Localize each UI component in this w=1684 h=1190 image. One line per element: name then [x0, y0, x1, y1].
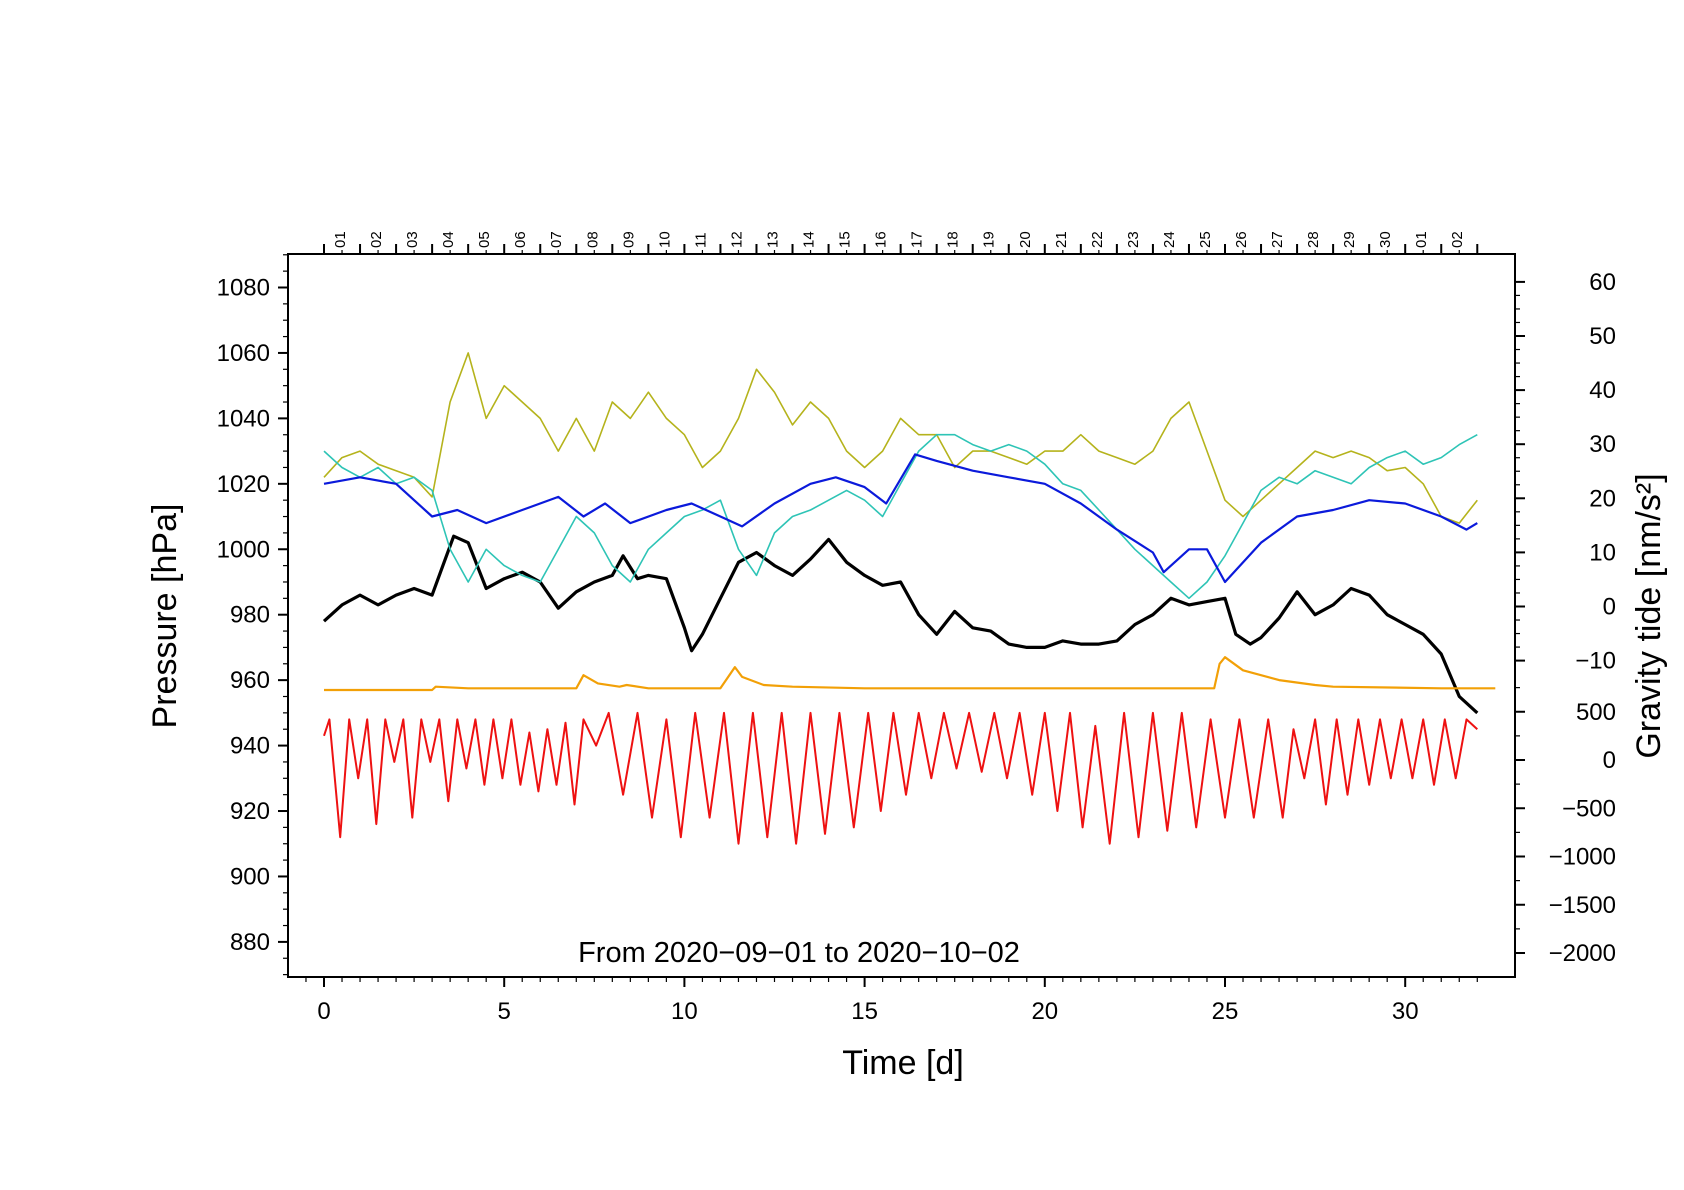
y-right-lower-tick-label: −1000 [1549, 844, 1616, 871]
top-day-label: 27 [1269, 231, 1286, 248]
top-day-label: 14 [801, 231, 818, 248]
y-left-tick-label: 1040 [217, 405, 270, 432]
y-right-lower-tick-label: −1500 [1549, 892, 1616, 919]
y-right-upper-tick-label: −10 [1575, 648, 1616, 675]
top-day-label: 11 [692, 232, 709, 248]
right-axis-lower: −2000 −1500 −1000 −500 0 500 [1515, 699, 1616, 967]
y-left-tick-label: 980 [230, 602, 270, 629]
top-day-label: 17 [909, 231, 926, 248]
x-tick-label: 30 [1392, 998, 1419, 1025]
y-left-tick-label: 960 [230, 667, 270, 694]
top-day-label: 25 [1197, 231, 1214, 248]
top-day-label: 12 [728, 231, 745, 248]
top-day-label: 30 [1377, 231, 1394, 248]
top-axis: 01 02 03 04 05 06 07 08 09 10 11 12 13 14 15 16 17 18 19 20… [323, 231, 1479, 254]
y-right-upper-tick-label: 10 [1589, 539, 1616, 566]
top-day-label: 28 [1305, 231, 1322, 248]
top-day-label: 10 [656, 231, 673, 248]
y-left-tick-label: 1080 [217, 275, 270, 302]
top-day-label: 06 [512, 231, 529, 248]
x-tick-label: 20 [1031, 998, 1058, 1025]
y-left-axis-title: Pressure [hPa] [146, 504, 184, 729]
top-day-label: 29 [1341, 231, 1358, 248]
y-left-tick-label: 1060 [217, 340, 270, 367]
y-left-tick-label: 900 [230, 863, 270, 890]
top-day-label: 03 [404, 231, 421, 248]
y-right-upper-tick-label: 50 [1589, 323, 1616, 350]
y-right-upper-tick-label: 20 [1589, 485, 1616, 512]
top-day-label: 18 [945, 231, 962, 248]
top-day-label: 22 [1089, 231, 1106, 248]
top-day-label: 19 [981, 231, 998, 248]
y-left-tick-label: 940 [230, 733, 270, 760]
top-day-label: 05 [476, 231, 493, 248]
top-day-label: 02 [368, 231, 385, 248]
y-right-axis-title: Gravity tide [nm/s²] [1630, 473, 1668, 758]
top-day-label: 02 [1449, 231, 1466, 248]
y-right-upper-tick-label: 60 [1589, 269, 1616, 296]
series-gravity-tide [323, 711, 1478, 845]
bottom-axis: 0 5 10 15 20 25 30 [317, 977, 1419, 1025]
series-cyan [323, 433, 1478, 600]
top-day-label: 07 [548, 231, 565, 248]
y-right-upper-tick-label: 0 [1603, 594, 1616, 621]
y-right-upper-tick-label: 30 [1589, 431, 1616, 458]
x-tick-label: 15 [851, 998, 878, 1025]
x-tick-label: 0 [317, 998, 330, 1025]
top-day-label: 15 [837, 231, 854, 248]
y-right-lower-tick-label: 0 [1603, 747, 1616, 774]
series-olive [323, 352, 1478, 524]
x-tick-label: 5 [498, 998, 511, 1025]
top-day-label: 20 [1017, 231, 1034, 248]
y-right-lower-tick-label: −2000 [1549, 940, 1616, 967]
top-day-label: 09 [620, 231, 637, 248]
top-day-label: 04 [440, 231, 457, 248]
y-left-tick-label: 880 [230, 929, 270, 956]
y-left-tick-label: 1000 [217, 536, 270, 563]
top-day-label: 01 [332, 231, 349, 248]
top-day-label: 24 [1161, 231, 1178, 248]
plot-frame [287, 253, 1516, 978]
series-blue [323, 453, 1478, 584]
series-orange [324, 656, 1496, 692]
x-tick-label: 25 [1212, 998, 1239, 1025]
y-left-tick-label: 920 [230, 798, 270, 825]
top-day-label: 16 [873, 231, 890, 248]
series-group [322, 352, 1496, 845]
top-day-label: 26 [1233, 231, 1250, 248]
top-day-label: 21 [1053, 231, 1070, 248]
top-day-label: 08 [584, 231, 601, 248]
y-right-upper-tick-label: 40 [1589, 377, 1616, 404]
top-day-label: 13 [764, 231, 781, 248]
top-day-label: 01 [1413, 231, 1430, 248]
y-left-tick-label: 1020 [217, 471, 270, 498]
x-axis-title: Time [d] [842, 1044, 964, 1082]
right-axis-upper: −10 0 10 20 30 40 50 60 [1515, 269, 1616, 675]
date-range-annotation: From 2020−09−01 to 2020−10−02 [578, 937, 1020, 969]
y-right-lower-tick-label: −500 [1562, 795, 1616, 822]
x-tick-label: 10 [671, 998, 698, 1025]
y-right-lower-tick-label: 500 [1576, 699, 1616, 726]
left-axis: 880 900 920 940 960 980 1000 1020 1040 1060 1080 [217, 275, 288, 956]
series-pressure [322, 534, 1479, 715]
top-day-label: 23 [1125, 231, 1142, 248]
